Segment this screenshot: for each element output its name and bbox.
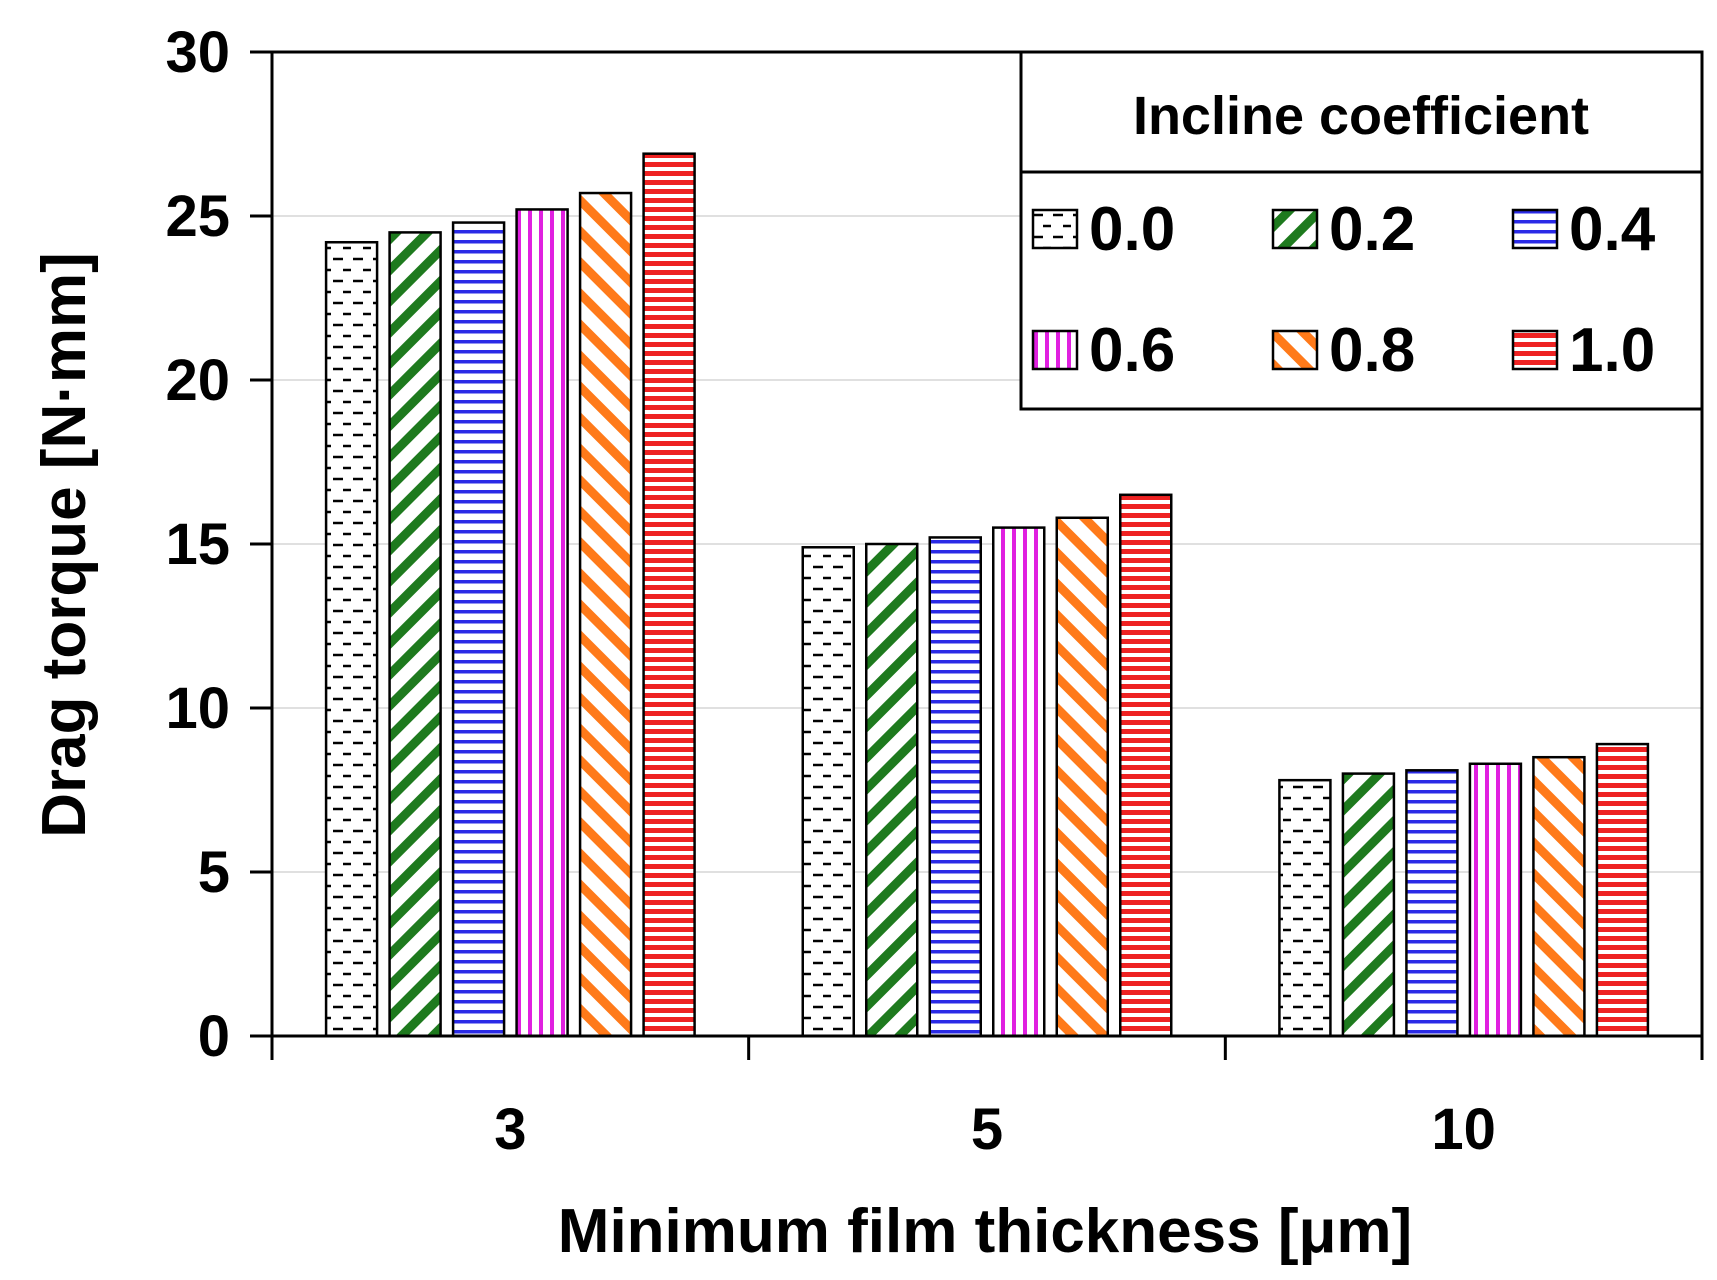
legend-label-0.6: 0.6 [1089,316,1175,385]
y-tick-label: 25 [165,184,230,249]
bar-10-0.2 [1341,772,1396,1038]
y-tick-label: 20 [165,348,230,413]
bar-10-0.6 [1468,762,1523,1038]
bar-10-0.4 [1405,769,1459,1038]
legend-label-1.0: 1.0 [1569,316,1655,385]
legend-label-0.8: 0.8 [1329,316,1415,385]
legend: Incline coefficient 0.0 0.2 0.4 0.6 0.8 1.0 [1019,50,1704,411]
bars [324,152,1650,1038]
bar-3-0.0 [324,240,379,1038]
bar-10-0.0 [1278,778,1332,1038]
y-tick-label: 30 [165,20,230,85]
bar-5-0.4 [928,536,982,1038]
y-tick-label: 10 [165,676,230,741]
bar-3-0.2 [388,231,442,1038]
bar-5-0.2 [865,542,919,1038]
bar-5-0.6 [992,526,1046,1038]
bar-10-1.0 [1595,742,1650,1038]
legend-swatch-0.4 [1511,208,1559,250]
bar-10-0.8 [1532,755,1586,1038]
bar-5-0.8 [1055,516,1109,1038]
bar-5-1.0 [1119,493,1173,1038]
bar-3-1.0 [642,152,696,1038]
x-tick-label: 10 [1431,1097,1496,1162]
bar-5-0.0 [801,546,855,1038]
bar-3-0.4 [451,221,506,1038]
y-tick-label: 15 [165,512,230,577]
legend-swatch-0.6 [1031,329,1079,371]
legend-swatch-0.8 [1271,329,1319,371]
y-axis-title: Drag torque [N·mm] [30,252,99,838]
legend-swatch-0.2 [1271,208,1319,250]
legend-box [1019,50,1704,411]
x-axis-title: Minimum film thickness [μm] [558,1197,1412,1266]
legend-swatch-0.0 [1031,208,1079,250]
x-tick-label: 3 [494,1097,526,1162]
legend-swatch-1.0 [1511,329,1559,371]
bar-3-0.8 [578,191,633,1038]
legend-label-0.0: 0.0 [1089,195,1175,264]
bar-3-0.6 [515,208,569,1038]
y-tick-label: 0 [198,1004,230,1069]
x-tick-label: 5 [971,1097,1003,1162]
legend-label-0.2: 0.2 [1329,195,1415,264]
legend-label-0.4: 0.4 [1569,195,1656,264]
y-tick-label: 5 [198,840,230,905]
legend-title: Incline coefficient [1133,86,1589,146]
